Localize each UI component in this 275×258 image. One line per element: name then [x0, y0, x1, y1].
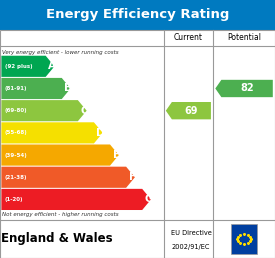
Text: A: A: [48, 61, 56, 71]
Text: E: E: [112, 150, 120, 160]
Text: G: G: [144, 195, 153, 204]
Text: 82: 82: [240, 84, 254, 93]
Bar: [0, 0, 275, 30]
Text: Potential: Potential: [227, 34, 261, 42]
Text: (39-54): (39-54): [5, 152, 28, 158]
Polygon shape: [166, 102, 211, 119]
Text: EU Directive: EU Directive: [171, 230, 211, 236]
Text: (1-20): (1-20): [5, 197, 23, 202]
Bar: [0, 30, 275, 258]
Text: B: B: [64, 84, 72, 93]
Text: (92 plus): (92 plus): [5, 64, 32, 69]
Text: F: F: [129, 172, 136, 182]
Text: Not energy efficient - higher running costs: Not energy efficient - higher running co…: [2, 212, 119, 217]
Polygon shape: [1, 78, 71, 99]
Text: England & Wales: England & Wales: [1, 232, 113, 245]
Text: 69: 69: [184, 106, 198, 116]
Text: (21-38): (21-38): [5, 175, 27, 180]
Polygon shape: [1, 167, 135, 188]
Text: C: C: [80, 106, 88, 116]
Text: Energy Efficiency Rating: Energy Efficiency Rating: [46, 9, 229, 21]
Polygon shape: [1, 144, 119, 166]
Text: Current: Current: [174, 34, 203, 42]
Polygon shape: [215, 80, 273, 97]
Text: (81-91): (81-91): [5, 86, 27, 91]
Text: 2002/91/EC: 2002/91/EC: [172, 244, 210, 250]
Text: D: D: [96, 128, 104, 138]
Polygon shape: [1, 56, 54, 77]
Polygon shape: [1, 100, 87, 121]
Polygon shape: [1, 189, 151, 210]
Text: Very energy efficient - lower running costs: Very energy efficient - lower running co…: [2, 50, 119, 55]
Polygon shape: [1, 122, 103, 143]
Bar: [231, 224, 257, 254]
Text: (69-80): (69-80): [5, 108, 27, 113]
Text: (55-68): (55-68): [5, 130, 28, 135]
